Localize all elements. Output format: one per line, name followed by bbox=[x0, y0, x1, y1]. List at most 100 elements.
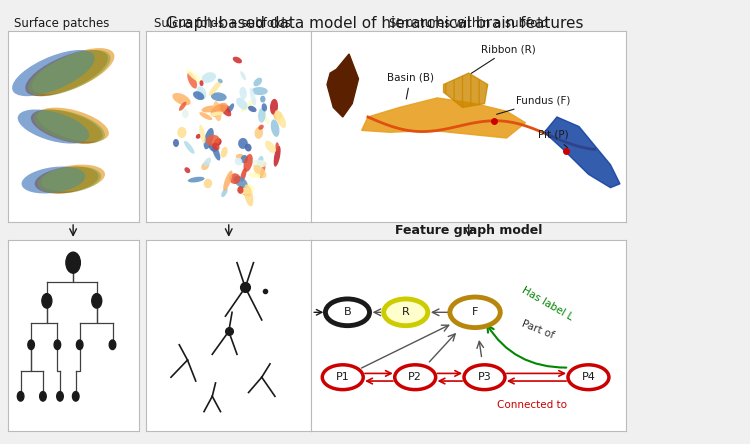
Polygon shape bbox=[544, 117, 620, 188]
Ellipse shape bbox=[204, 128, 214, 149]
Ellipse shape bbox=[232, 57, 242, 63]
Ellipse shape bbox=[179, 102, 187, 111]
Ellipse shape bbox=[270, 99, 278, 115]
Ellipse shape bbox=[217, 79, 223, 83]
Ellipse shape bbox=[250, 87, 256, 106]
Ellipse shape bbox=[200, 125, 206, 143]
Polygon shape bbox=[443, 73, 488, 107]
Ellipse shape bbox=[215, 104, 230, 111]
Ellipse shape bbox=[236, 98, 248, 110]
Ellipse shape bbox=[248, 173, 260, 178]
Ellipse shape bbox=[22, 166, 86, 194]
Ellipse shape bbox=[242, 191, 251, 196]
Ellipse shape bbox=[258, 108, 266, 123]
Ellipse shape bbox=[211, 92, 226, 101]
Ellipse shape bbox=[209, 143, 218, 152]
Ellipse shape bbox=[240, 71, 246, 80]
Ellipse shape bbox=[38, 107, 109, 142]
Circle shape bbox=[92, 293, 102, 308]
Circle shape bbox=[28, 340, 34, 349]
Circle shape bbox=[17, 392, 24, 401]
Ellipse shape bbox=[221, 188, 228, 197]
Ellipse shape bbox=[212, 143, 220, 151]
Ellipse shape bbox=[244, 154, 253, 172]
Ellipse shape bbox=[193, 91, 204, 100]
Ellipse shape bbox=[241, 168, 247, 182]
Ellipse shape bbox=[230, 173, 241, 184]
Text: P3: P3 bbox=[478, 372, 491, 382]
Ellipse shape bbox=[224, 170, 232, 191]
Ellipse shape bbox=[173, 139, 179, 147]
Circle shape bbox=[42, 293, 52, 308]
Ellipse shape bbox=[12, 50, 94, 96]
Circle shape bbox=[384, 299, 427, 326]
Title: Structures within a subfold: Structures within a subfold bbox=[389, 17, 548, 30]
Circle shape bbox=[394, 365, 436, 390]
Ellipse shape bbox=[241, 98, 256, 112]
Circle shape bbox=[54, 340, 61, 349]
Ellipse shape bbox=[203, 158, 211, 166]
Text: Part of: Part of bbox=[520, 319, 556, 341]
Ellipse shape bbox=[188, 177, 205, 182]
Circle shape bbox=[450, 297, 500, 328]
Ellipse shape bbox=[258, 125, 264, 130]
Ellipse shape bbox=[233, 176, 248, 188]
Ellipse shape bbox=[257, 156, 263, 167]
Ellipse shape bbox=[260, 95, 266, 103]
Ellipse shape bbox=[244, 184, 254, 206]
Ellipse shape bbox=[213, 101, 221, 121]
Ellipse shape bbox=[184, 141, 194, 154]
Circle shape bbox=[73, 392, 79, 401]
Ellipse shape bbox=[31, 110, 102, 143]
Circle shape bbox=[40, 392, 46, 401]
Ellipse shape bbox=[204, 179, 212, 188]
Text: R: R bbox=[402, 307, 410, 317]
Ellipse shape bbox=[26, 50, 108, 96]
Ellipse shape bbox=[214, 138, 221, 146]
Text: Graph-based data model of hierarchical brain features: Graph-based data model of hierarchical b… bbox=[166, 16, 584, 31]
Ellipse shape bbox=[248, 106, 256, 112]
Ellipse shape bbox=[212, 144, 220, 161]
Text: Sulcus folds + subfolds: Sulcus folds + subfolds bbox=[154, 17, 292, 30]
Ellipse shape bbox=[254, 165, 266, 178]
Text: Ribbon (R): Ribbon (R) bbox=[471, 44, 536, 73]
Ellipse shape bbox=[18, 110, 89, 143]
Ellipse shape bbox=[196, 134, 201, 139]
Ellipse shape bbox=[274, 146, 280, 166]
Text: B: B bbox=[344, 307, 351, 317]
Ellipse shape bbox=[28, 50, 110, 96]
Ellipse shape bbox=[209, 80, 222, 96]
Circle shape bbox=[322, 365, 363, 390]
Ellipse shape bbox=[262, 103, 267, 111]
Ellipse shape bbox=[274, 110, 286, 128]
Ellipse shape bbox=[182, 109, 189, 118]
Ellipse shape bbox=[241, 155, 248, 163]
Ellipse shape bbox=[265, 141, 275, 153]
Text: P4: P4 bbox=[581, 372, 596, 382]
Ellipse shape bbox=[237, 186, 244, 194]
Ellipse shape bbox=[200, 80, 203, 86]
Ellipse shape bbox=[186, 69, 202, 83]
Circle shape bbox=[66, 252, 80, 273]
Ellipse shape bbox=[38, 166, 101, 194]
Text: Has label L: Has label L bbox=[520, 285, 574, 322]
Ellipse shape bbox=[188, 72, 197, 89]
Circle shape bbox=[110, 340, 116, 349]
Ellipse shape bbox=[236, 154, 244, 159]
Ellipse shape bbox=[196, 86, 206, 100]
Circle shape bbox=[76, 340, 83, 349]
Ellipse shape bbox=[206, 135, 220, 146]
Text: P1: P1 bbox=[336, 372, 350, 382]
Ellipse shape bbox=[177, 127, 187, 138]
Ellipse shape bbox=[201, 162, 209, 170]
Text: Connected to: Connected to bbox=[496, 400, 567, 410]
Ellipse shape bbox=[41, 165, 105, 191]
Ellipse shape bbox=[220, 147, 228, 158]
Ellipse shape bbox=[34, 110, 105, 143]
Ellipse shape bbox=[228, 103, 234, 113]
Circle shape bbox=[326, 299, 370, 326]
Ellipse shape bbox=[246, 187, 252, 194]
Ellipse shape bbox=[210, 111, 224, 116]
Ellipse shape bbox=[34, 166, 98, 194]
Polygon shape bbox=[362, 98, 526, 138]
